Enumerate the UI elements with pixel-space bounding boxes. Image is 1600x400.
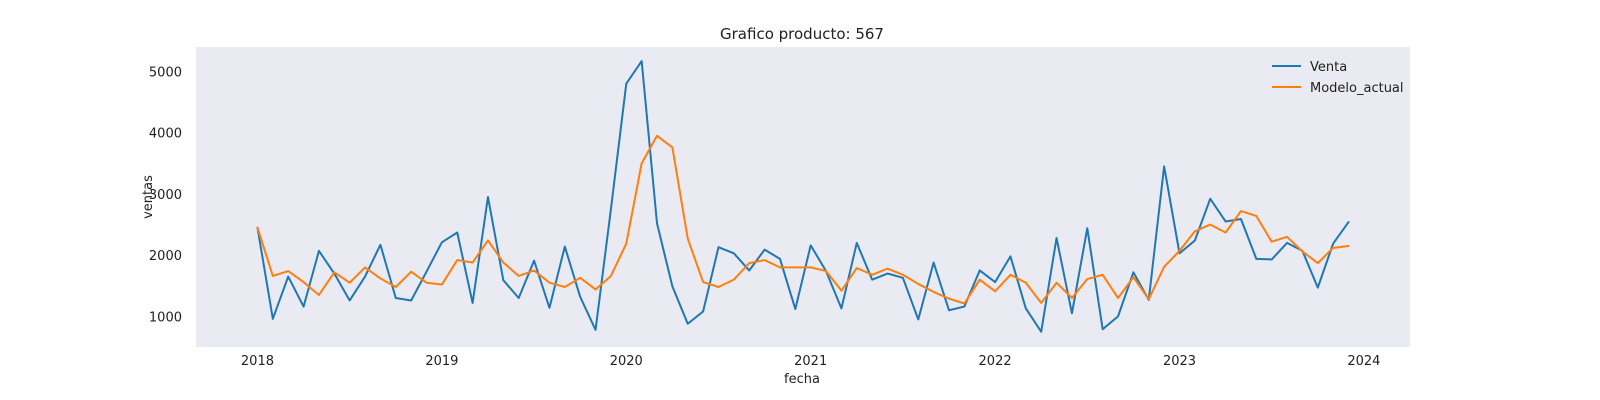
x-axis: 2018 2019 2020 2021 2022 2023 2024 <box>241 354 1381 369</box>
x-tick-label: 2021 <box>794 354 827 369</box>
legend-label: Modelo_actual <box>1310 81 1404 96</box>
y-tick-label: 5000 <box>149 65 182 80</box>
series-line-modelo-actual <box>256 134 1350 305</box>
plot-area <box>196 47 1410 347</box>
series-line-venta <box>256 60 1350 333</box>
legend: Venta Modelo_actual <box>1272 60 1404 96</box>
chart-title: Grafico producto: 567 <box>720 25 884 43</box>
x-tick-label: 2024 <box>1347 354 1380 369</box>
x-tick-label: 2022 <box>979 354 1012 369</box>
y-tick-label: 1000 <box>149 310 182 325</box>
x-tick-label: 2020 <box>610 354 643 369</box>
y-axis: 1000 2000 3000 4000 5000 <box>149 65 182 325</box>
y-axis-label: ventas <box>141 175 156 219</box>
y-tick-label: 3000 <box>149 188 182 203</box>
y-tick-label: 2000 <box>149 249 182 264</box>
x-tick-label: 2018 <box>241 354 274 369</box>
y-tick-label: 4000 <box>149 127 182 142</box>
series-lines <box>256 60 1350 333</box>
legend-label: Venta <box>1310 60 1347 75</box>
x-tick-label: 2019 <box>425 354 458 369</box>
x-tick-label: 2023 <box>1163 354 1196 369</box>
x-axis-label: fecha <box>784 372 820 387</box>
